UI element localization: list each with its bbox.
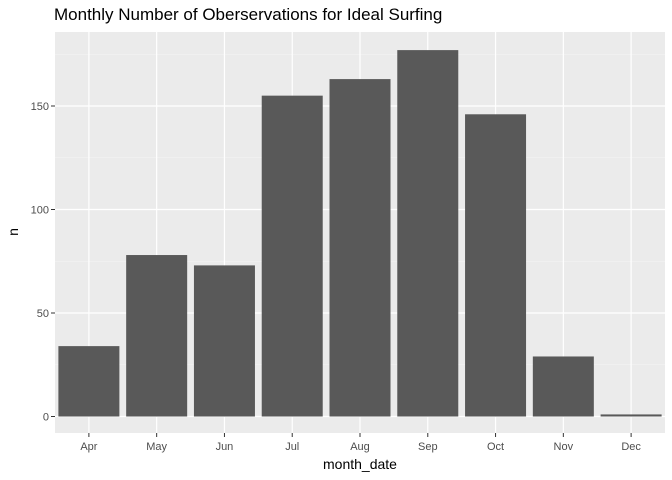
chart-title: Monthly Number of Oberservations for Ide… [54,5,442,24]
y-tick-label: 50 [37,308,49,320]
bar-sep [397,50,459,417]
x-tick-label: Jun [216,441,234,453]
x-tick-label: Aug [350,441,370,453]
x-tick-label: Sep [418,441,438,453]
bar-dec [600,414,662,417]
axes: 0 50 100 150 Apr May Jun Jul Aug Sep Oct Nov Dec [31,101,642,453]
x-tick-label: Nov [554,441,574,453]
bar-may [126,255,188,417]
y-axis-title: n [5,228,21,236]
bars [58,50,662,417]
x-tick-label: May [146,441,167,453]
x-tick-label: Dec [621,441,641,453]
bar-aug [329,79,391,417]
bar-jun [193,265,255,417]
y-tick-label: 0 [43,412,49,424]
bar-jul [261,95,323,417]
x-tick-label: Jul [285,441,299,453]
bar-oct [465,114,527,417]
x-axis-title: month_date [323,456,397,472]
bar-apr [58,346,120,417]
x-tick-label: Apr [80,441,97,453]
bar-nov [532,356,594,417]
x-tick-label: Oct [487,441,504,453]
y-tick-label: 100 [31,205,49,217]
y-tick-label: 150 [31,101,49,113]
